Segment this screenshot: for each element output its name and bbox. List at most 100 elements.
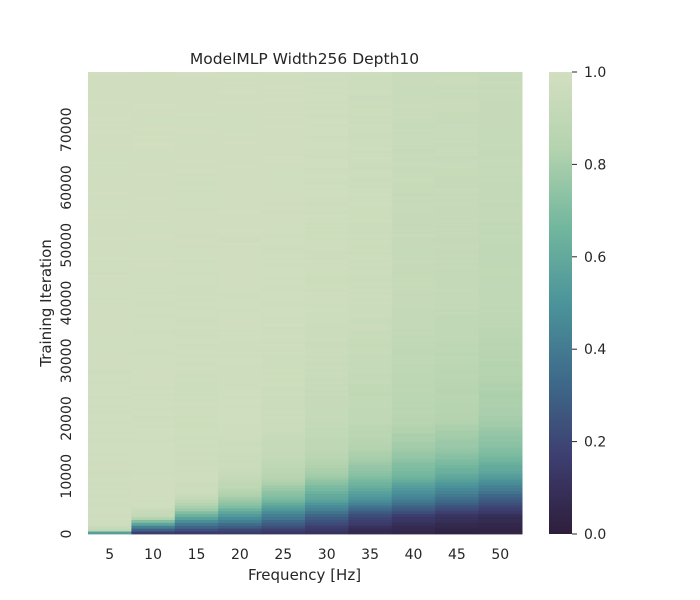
heatmap-cell: [391, 467, 436, 471]
heatmap-cell: [391, 482, 436, 486]
heatmap-cell: [348, 392, 393, 396]
heatmap-cell: [261, 193, 306, 197]
heatmap-cell: [391, 317, 436, 321]
heatmap-cell: [218, 83, 263, 87]
heatmap-cell: [391, 510, 436, 515]
heatmap-cell: [478, 320, 523, 324]
heatmap-cell: [478, 447, 523, 451]
heatmap-cell: [261, 427, 306, 431]
heatmap-cell: [478, 392, 523, 396]
heatmap-cell: [348, 366, 393, 370]
heatmap-cell: [305, 248, 349, 252]
heatmap-cell: [305, 74, 349, 79]
heatmap-cell: [88, 100, 132, 105]
heatmap-cell: [348, 450, 393, 454]
heatmap-cell: [478, 531, 523, 535]
heatmap-cell: [478, 510, 523, 515]
heatmap-cell: [305, 262, 349, 266]
heatmap-cell: [218, 493, 263, 497]
heatmap-cell: [218, 473, 263, 477]
heatmap-cell: [305, 415, 349, 419]
heatmap-cell: [478, 435, 523, 440]
heatmap-cell: [478, 323, 523, 327]
heatmap-cell: [391, 363, 436, 367]
heatmap-cell: [305, 285, 349, 289]
heatmap-cell: [218, 305, 263, 310]
heatmap-cell: [174, 522, 219, 526]
heatmap-cell: [478, 112, 523, 116]
heatmap-cell: [435, 484, 480, 489]
heatmap-cell: [348, 178, 393, 183]
heatmap-cell: [348, 421, 393, 425]
heatmap-cell: [391, 251, 436, 255]
heatmap-cell: [435, 132, 480, 136]
heatmap-cell: [305, 352, 349, 356]
heatmap-cell: [261, 181, 306, 186]
heatmap-cell: [88, 412, 132, 417]
heatmap-cell: [435, 340, 480, 344]
heatmap-cell: [305, 386, 349, 391]
heatmap-cell: [218, 516, 263, 520]
heatmap-cell: [435, 357, 480, 362]
heatmap-cell: [261, 311, 306, 315]
heatmap-cell: [88, 227, 132, 232]
heatmap-cell: [348, 398, 393, 402]
heatmap-cell: [391, 383, 436, 388]
heatmap-cell: [261, 288, 306, 292]
heatmap-cell: [218, 326, 263, 330]
heatmap-cell: [131, 363, 176, 367]
heatmap-cell: [174, 496, 219, 500]
heatmap-cell: [218, 303, 263, 307]
heatmap-cell: [305, 201, 349, 206]
heatmap-cell: [218, 225, 263, 229]
heatmap-column: [435, 72, 480, 535]
heatmap-cell: [391, 522, 436, 526]
heatmap-cell: [88, 375, 132, 379]
heatmap-cell: [478, 484, 523, 489]
heatmap-cell: [435, 305, 480, 310]
heatmap-cell: [174, 121, 219, 125]
heatmap-cell: [88, 97, 132, 102]
heatmap-cell: [391, 323, 436, 327]
heatmap-cell: [348, 363, 393, 367]
heatmap-cell: [305, 409, 349, 414]
heatmap-cell: [435, 487, 480, 492]
heatmap-cell: [305, 366, 349, 370]
heatmap-cell: [478, 499, 523, 503]
heatmap-cell: [391, 476, 436, 480]
heatmap-cell: [305, 138, 349, 142]
heatmap-cell: [478, 253, 523, 258]
heatmap-cell: [348, 294, 393, 298]
heatmap-cell: [348, 92, 393, 96]
heatmap-cell: [478, 525, 523, 529]
heatmap-cell: [174, 126, 219, 131]
heatmap-cell: [478, 77, 523, 82]
heatmap-cell: [435, 259, 480, 263]
heatmap-cell: [391, 109, 436, 113]
heatmap-cell: [435, 496, 480, 500]
heatmap-cell: [174, 294, 219, 298]
heatmap-cell: [218, 288, 263, 292]
heatmap-cell: [131, 271, 176, 275]
heatmap-cell: [88, 308, 132, 313]
heatmap-cell: [88, 435, 132, 440]
heatmap-cell: [174, 432, 219, 437]
heatmap-cell: [218, 196, 263, 200]
heatmap-cell: [261, 343, 306, 347]
heatmap-cell: [261, 207, 306, 211]
heatmap-cell: [218, 496, 263, 500]
heatmap-column: [261, 72, 306, 535]
heatmap-cell: [435, 216, 480, 220]
heatmap-cell: [348, 404, 393, 408]
heatmap-cell: [174, 72, 219, 76]
heatmap-cell: [174, 435, 219, 440]
heatmap-cell: [435, 86, 480, 90]
heatmap-cell: [218, 479, 263, 483]
x-tick-label: 15: [188, 547, 206, 563]
heatmap-cell: [88, 447, 132, 451]
heatmap-cell: [478, 288, 523, 292]
heatmap-cell: [348, 505, 393, 509]
x-tick-label: 50: [491, 547, 509, 563]
heatmap-cell: [261, 279, 306, 284]
heatmap-cell: [435, 513, 480, 518]
